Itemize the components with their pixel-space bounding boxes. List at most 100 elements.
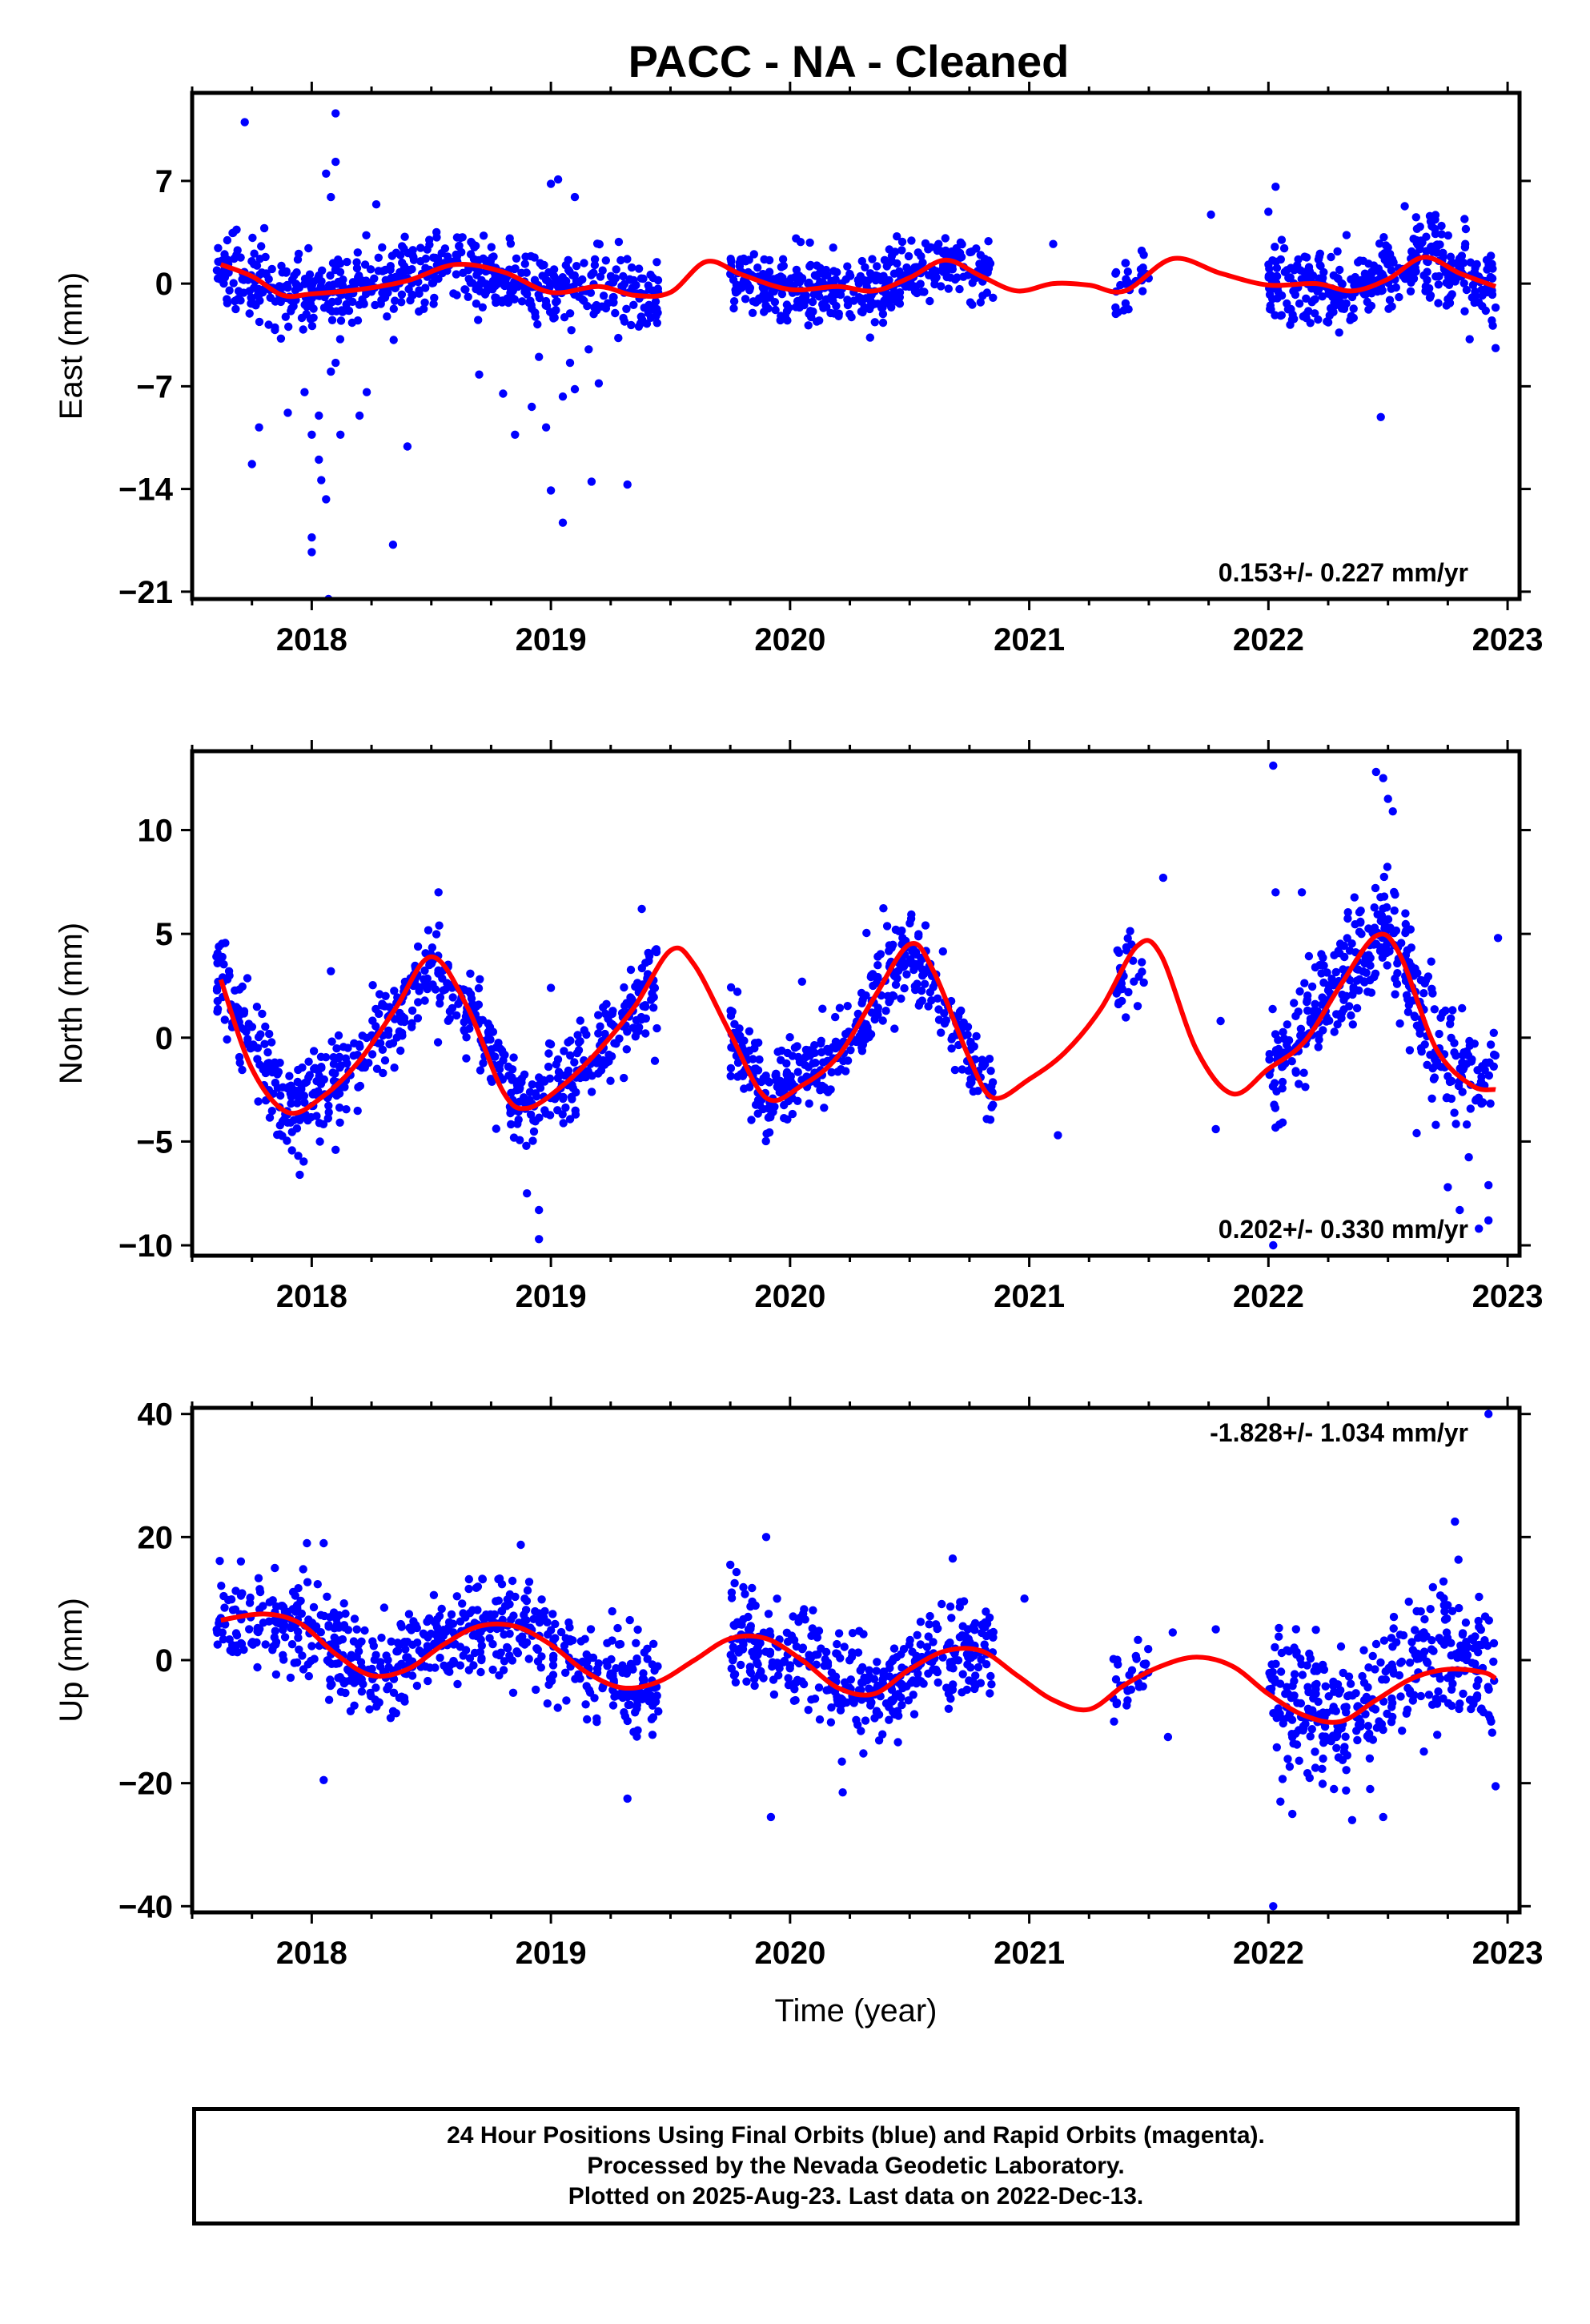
data-point: [339, 1599, 348, 1608]
data-point: [732, 280, 741, 289]
data-point: [488, 285, 497, 294]
data-point: [793, 1068, 802, 1076]
data-point: [751, 1100, 761, 1109]
data-point: [779, 261, 788, 271]
data-point: [1283, 266, 1291, 275]
data-point: [403, 1638, 412, 1647]
data-point: [437, 1604, 446, 1614]
data-point: [303, 1578, 312, 1586]
data-point: [636, 319, 645, 328]
data-point: [213, 1007, 222, 1016]
outlier-point: [761, 1533, 771, 1542]
data-point: [769, 1108, 777, 1116]
data-point: [476, 1667, 485, 1677]
data-point: [462, 1054, 471, 1063]
data-point: [950, 1065, 960, 1075]
data-point: [581, 1073, 590, 1082]
data-point: [281, 312, 290, 321]
data-point: [920, 287, 929, 296]
data-point: [961, 1632, 970, 1641]
data-point: [384, 1663, 393, 1672]
data-point: [1430, 1073, 1439, 1082]
data-point: [543, 276, 552, 285]
data-point: [1406, 287, 1415, 296]
data-point: [474, 1000, 484, 1009]
data-point: [956, 1598, 965, 1606]
data-point: [782, 307, 792, 316]
data-point: [860, 276, 869, 285]
data-point: [1368, 1651, 1377, 1661]
data-point: [958, 1670, 967, 1679]
data-point: [636, 1695, 644, 1703]
data-point: [1138, 958, 1146, 967]
data-point: [412, 1623, 421, 1633]
data-point: [246, 1593, 255, 1602]
data-point: [1306, 1018, 1315, 1027]
data-point: [365, 1705, 374, 1714]
data-point: [642, 1694, 651, 1703]
outlier-point: [388, 541, 398, 549]
data-point: [798, 293, 808, 303]
outlier-point: [558, 392, 568, 401]
data-point: [331, 263, 340, 273]
data-point: [429, 1590, 439, 1600]
data-point: [464, 1584, 473, 1594]
data-point: [1302, 314, 1311, 323]
data-point: [859, 1749, 868, 1758]
data-point: [650, 306, 659, 315]
data-point: [937, 1028, 946, 1037]
data-point: [599, 292, 608, 300]
data-point: [312, 1112, 321, 1120]
data-point: [1350, 893, 1359, 902]
data-point: [1432, 1696, 1441, 1705]
data-point: [1279, 243, 1289, 253]
data-point: [932, 267, 941, 275]
data-point: [808, 1624, 817, 1633]
data-point: [586, 1625, 596, 1634]
data-point: [1131, 1651, 1141, 1661]
data-point: [1133, 1002, 1142, 1011]
data-point: [332, 307, 341, 316]
data-point: [478, 1015, 487, 1025]
data-point: [488, 1665, 497, 1675]
data-point: [907, 959, 917, 968]
data-point: [254, 1032, 263, 1042]
data-point: [618, 1668, 627, 1677]
data-point: [1437, 221, 1446, 231]
data-point: [367, 1664, 376, 1674]
data-point: [1306, 1732, 1315, 1741]
data-point: [287, 1081, 295, 1090]
data-point: [1419, 1747, 1428, 1756]
data-point: [818, 1004, 827, 1013]
data-point: [647, 1715, 656, 1723]
data-point: [590, 1694, 599, 1703]
data-point: [829, 296, 837, 306]
data-point: [479, 231, 488, 240]
data-point: [1279, 1027, 1287, 1037]
data-point: [505, 1629, 514, 1638]
data-point: [309, 1047, 319, 1055]
data-point: [930, 275, 939, 284]
data-point: [812, 1660, 821, 1669]
data-point: [735, 1619, 744, 1629]
data-point: [843, 300, 853, 310]
data-point: [938, 1653, 947, 1662]
data-point: [1363, 1731, 1372, 1741]
x-tick-label: 2019: [516, 1936, 587, 1971]
outlier-point: [307, 430, 316, 439]
data-point: [1435, 1029, 1443, 1039]
data-point: [1367, 289, 1376, 298]
data-point: [332, 1091, 341, 1100]
data-point: [259, 223, 269, 233]
data-point: [294, 249, 303, 259]
data-point: [324, 1101, 333, 1111]
data-point: [248, 233, 257, 243]
data-point: [1311, 1747, 1319, 1756]
data-point: [857, 1039, 867, 1048]
data-point: [1315, 261, 1325, 270]
data-point: [847, 312, 856, 322]
data-point: [1126, 927, 1134, 935]
data-point: [458, 1599, 467, 1608]
data-point: [448, 1619, 458, 1628]
data-point: [223, 299, 232, 308]
